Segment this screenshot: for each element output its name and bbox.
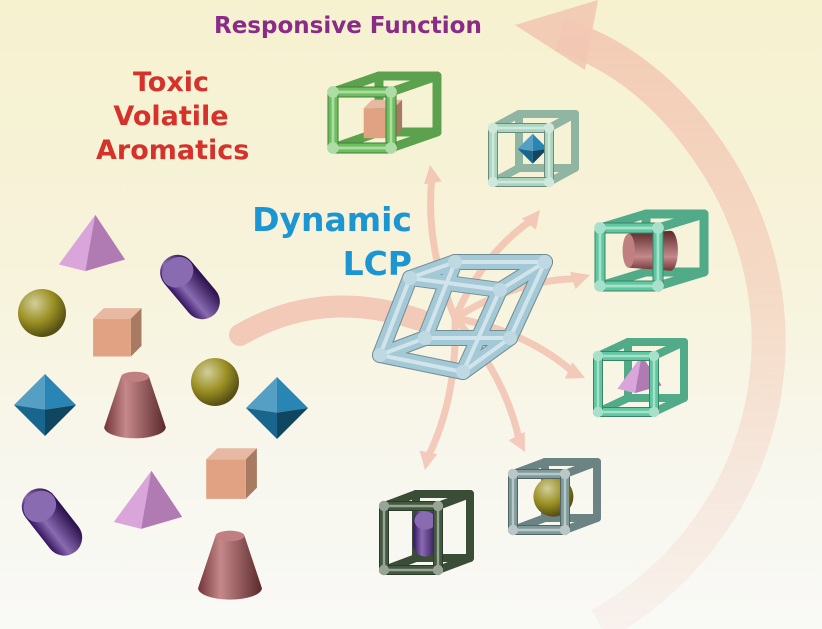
dynamic-lcp-label: Dynamic LCP bbox=[232, 198, 412, 286]
salmon-cube-9 bbox=[206, 448, 257, 499]
mint-cage-with-octahedron bbox=[487, 110, 579, 188]
purple-capsule-2 bbox=[160, 254, 220, 320]
teal-cage-with-pyramid bbox=[592, 338, 688, 418]
host-lcp-cage bbox=[372, 254, 553, 380]
teal-cage-with-frustum bbox=[594, 209, 709, 292]
volatile-word: Volatile bbox=[113, 101, 229, 132]
toxic-word: Toxic bbox=[132, 67, 210, 98]
responsive-function-label: Responsive Function bbox=[214, 13, 482, 39]
dark-cage-with-capsule bbox=[378, 490, 474, 576]
blue-octahedron-6 bbox=[14, 374, 76, 436]
purple-capsule-10 bbox=[21, 488, 83, 556]
toxic-volatile-aromatics-label: Toxic Volatile Aromatics bbox=[96, 66, 250, 168]
lcp-word: LCP bbox=[342, 244, 412, 283]
yellow-sphere-3 bbox=[18, 289, 66, 337]
blue-octahedron-8 bbox=[246, 377, 308, 439]
salmon-cube-4 bbox=[93, 308, 142, 357]
yellow-sphere-5 bbox=[191, 358, 239, 406]
green-cage-with-cube bbox=[327, 71, 442, 154]
pink-pyramid-1 bbox=[59, 215, 125, 272]
red-frustum-7 bbox=[104, 371, 166, 439]
slate-cage-with-sphere bbox=[507, 458, 601, 536]
pink-pyramid-11 bbox=[113, 470, 183, 529]
arrows bbox=[229, 0, 786, 629]
red-frustum-12 bbox=[198, 530, 262, 600]
aromatics-word: Aromatics bbox=[96, 135, 250, 166]
dynamic-word: Dynamic bbox=[252, 200, 412, 239]
